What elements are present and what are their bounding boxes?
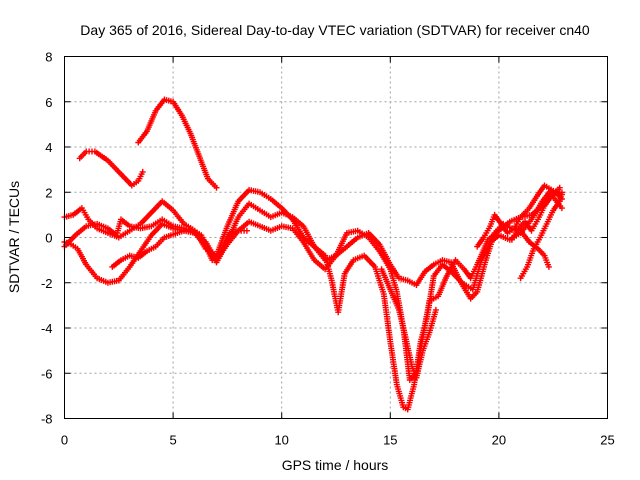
y-axis-label: SDTVAR / TECUs — [6, 181, 22, 293]
x-tick-label: 15 — [383, 433, 397, 448]
x-axis-label: GPS time / hours — [282, 457, 389, 473]
y-tick-label: 0 — [45, 231, 52, 246]
series-markers — [517, 189, 565, 282]
y-tick-label: -2 — [41, 276, 53, 291]
data-series-8 — [517, 189, 565, 282]
data-series-2 — [135, 96, 220, 191]
scatter-series — [61, 96, 565, 413]
series-markers — [378, 266, 439, 381]
x-tick-label: 5 — [169, 433, 176, 448]
data-series-10 — [474, 182, 565, 250]
data-series-1 — [76, 148, 146, 189]
series-markers — [76, 148, 146, 189]
y-tick-label: 2 — [45, 185, 52, 200]
series-markers — [474, 182, 565, 250]
x-tick-label: 20 — [492, 433, 506, 448]
y-tick-label: -8 — [41, 412, 53, 427]
y-tick-label: -4 — [41, 321, 53, 336]
y-tick-label: 8 — [45, 50, 52, 65]
x-tick-label: 10 — [274, 433, 288, 448]
series-markers — [135, 96, 220, 191]
data-series-6 — [109, 225, 250, 270]
data-series-7 — [378, 266, 439, 381]
y-tick-label: 6 — [45, 95, 52, 110]
grid-lines — [64, 56, 608, 419]
x-tick-label: 0 — [61, 433, 68, 448]
chart-title: Day 365 of 2016, Sidereal Day-to-day VTE… — [80, 22, 590, 38]
series-markers — [109, 225, 250, 270]
x-tick-label: 25 — [600, 433, 614, 448]
y-tick-label: -6 — [41, 366, 53, 381]
y-tick-label: 4 — [45, 140, 52, 155]
